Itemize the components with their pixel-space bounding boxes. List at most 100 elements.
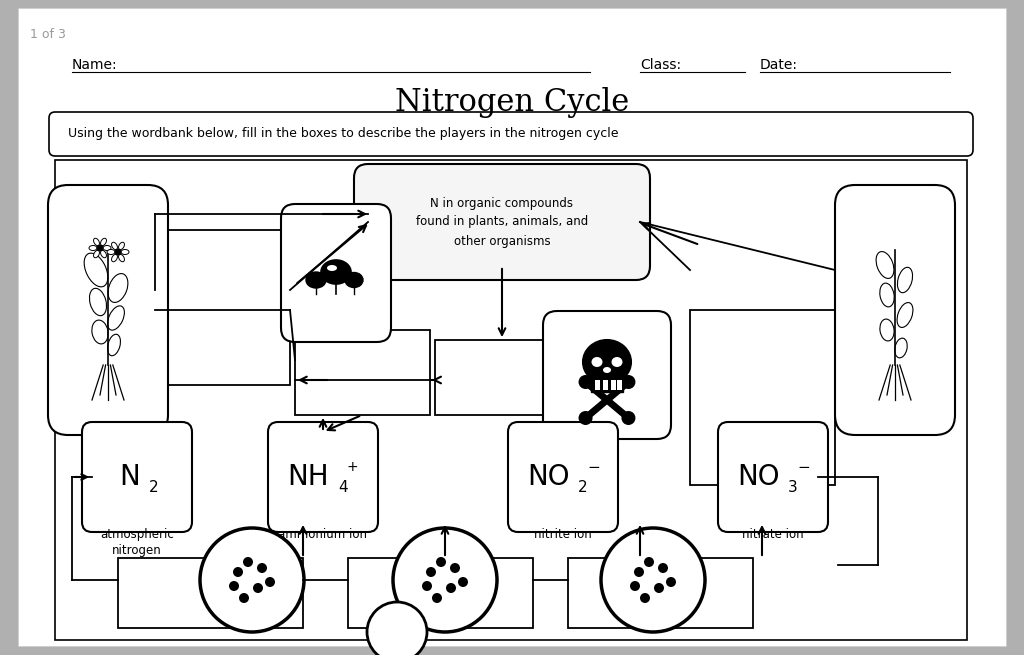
Circle shape — [422, 581, 432, 591]
Circle shape — [257, 563, 267, 573]
FancyBboxPatch shape — [354, 164, 650, 280]
Circle shape — [630, 581, 640, 591]
Ellipse shape — [592, 357, 602, 367]
Ellipse shape — [112, 242, 118, 250]
Text: −: − — [587, 460, 600, 474]
Text: nitrate ion: nitrate ion — [742, 528, 804, 541]
Ellipse shape — [583, 340, 631, 384]
Bar — [690, 310, 835, 485]
Circle shape — [622, 375, 636, 389]
Circle shape — [654, 583, 664, 593]
Circle shape — [579, 411, 593, 425]
Text: nitrite ion: nitrite ion — [535, 528, 592, 541]
Circle shape — [622, 411, 636, 425]
Bar — [595, 380, 600, 390]
Circle shape — [97, 245, 103, 251]
Bar — [348, 558, 534, 628]
Ellipse shape — [93, 250, 99, 258]
Ellipse shape — [106, 250, 115, 255]
Bar — [155, 230, 290, 385]
Bar — [435, 340, 555, 415]
Bar — [568, 558, 753, 628]
Circle shape — [640, 593, 650, 603]
Ellipse shape — [89, 288, 106, 316]
FancyBboxPatch shape — [543, 311, 671, 439]
Ellipse shape — [112, 254, 118, 262]
FancyBboxPatch shape — [718, 422, 828, 532]
Text: NO: NO — [526, 463, 569, 491]
Ellipse shape — [103, 246, 111, 250]
Ellipse shape — [100, 250, 106, 258]
Text: 4: 4 — [338, 481, 347, 495]
Text: ammonium ion: ammonium ion — [279, 528, 368, 541]
Bar — [295, 330, 430, 415]
Ellipse shape — [345, 272, 362, 288]
FancyBboxPatch shape — [82, 422, 193, 532]
Circle shape — [233, 567, 243, 577]
Text: 3: 3 — [788, 481, 798, 495]
Circle shape — [253, 583, 263, 593]
Circle shape — [367, 602, 427, 655]
Bar — [611, 380, 616, 390]
Circle shape — [579, 375, 593, 389]
Circle shape — [115, 249, 121, 255]
Bar — [591, 380, 623, 392]
FancyBboxPatch shape — [835, 185, 955, 435]
Circle shape — [243, 557, 253, 567]
Ellipse shape — [897, 303, 913, 328]
Circle shape — [450, 563, 460, 573]
Ellipse shape — [119, 254, 125, 262]
Circle shape — [446, 583, 456, 593]
Ellipse shape — [880, 283, 894, 307]
Text: 2: 2 — [150, 481, 159, 495]
Text: Using the wordbank below, fill in the boxes to describe the players in the nitro: Using the wordbank below, fill in the bo… — [68, 128, 618, 141]
Bar — [55, 160, 967, 640]
FancyBboxPatch shape — [281, 204, 391, 342]
Text: N: N — [120, 463, 140, 491]
Text: atmospheric
nitrogen: atmospheric nitrogen — [100, 528, 174, 557]
Ellipse shape — [119, 242, 125, 250]
FancyBboxPatch shape — [18, 8, 1006, 646]
Ellipse shape — [306, 272, 326, 288]
Text: Date:: Date: — [760, 58, 798, 72]
Text: −: − — [797, 460, 810, 474]
Circle shape — [229, 581, 239, 591]
Text: N in organic compounds
found in plants, animals, and
other organisms: N in organic compounds found in plants, … — [416, 196, 588, 248]
Ellipse shape — [121, 250, 129, 255]
Ellipse shape — [89, 246, 97, 250]
Circle shape — [200, 528, 304, 632]
Circle shape — [458, 577, 468, 587]
Ellipse shape — [880, 319, 894, 341]
Bar — [603, 380, 608, 390]
Circle shape — [239, 593, 249, 603]
FancyBboxPatch shape — [268, 422, 378, 532]
Ellipse shape — [321, 260, 351, 284]
Text: 1 of 3: 1 of 3 — [30, 28, 66, 41]
Bar — [118, 558, 303, 628]
Ellipse shape — [897, 267, 912, 293]
Circle shape — [644, 557, 654, 567]
Ellipse shape — [611, 357, 623, 367]
Circle shape — [666, 577, 676, 587]
Circle shape — [658, 563, 668, 573]
Bar — [617, 380, 622, 390]
Text: Name:: Name: — [72, 58, 118, 72]
Ellipse shape — [93, 238, 99, 246]
Ellipse shape — [603, 367, 611, 373]
Ellipse shape — [92, 320, 109, 344]
Text: NH: NH — [287, 463, 329, 491]
Ellipse shape — [877, 252, 894, 278]
FancyBboxPatch shape — [48, 185, 168, 435]
Circle shape — [426, 567, 436, 577]
Ellipse shape — [108, 306, 124, 330]
Text: 2: 2 — [578, 481, 588, 495]
Circle shape — [601, 528, 705, 632]
FancyBboxPatch shape — [508, 422, 618, 532]
Text: NO: NO — [736, 463, 779, 491]
FancyBboxPatch shape — [49, 112, 973, 156]
Circle shape — [634, 567, 644, 577]
Text: +: + — [346, 460, 357, 474]
Text: Class:: Class: — [640, 58, 681, 72]
Circle shape — [393, 528, 497, 632]
Text: Nitrogen Cycle: Nitrogen Cycle — [395, 88, 629, 119]
